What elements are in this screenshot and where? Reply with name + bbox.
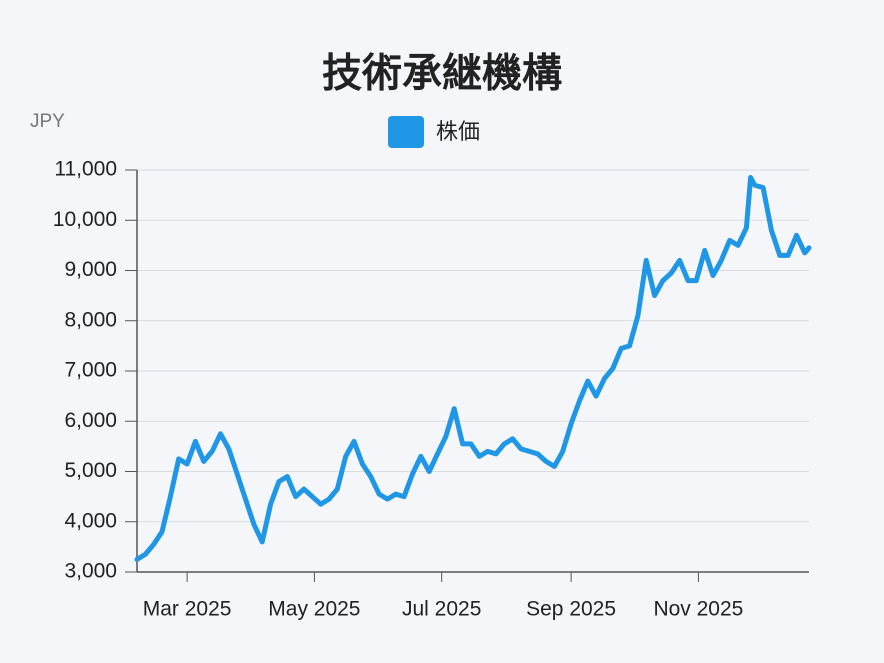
y-tick-label: 6,000	[64, 409, 117, 432]
chart-title: 技術承継機構	[322, 52, 562, 96]
y-tick-label: 4,000	[64, 509, 117, 532]
y-axis-label: JPY	[30, 111, 65, 132]
y-tick-label: 7,000	[64, 359, 117, 382]
x-tick-label: May 2025	[268, 598, 360, 621]
y-tick-label: 9,000	[64, 258, 117, 281]
y-tick-label: 10,000	[53, 208, 117, 231]
x-tick-label: Sep 2025	[526, 598, 616, 621]
x-tick-label: Mar 2025	[143, 598, 232, 621]
price-line	[134, 175, 812, 562]
legend-swatch	[388, 116, 424, 148]
x-tick-label: Nov 2025	[653, 598, 743, 621]
y-tick-label: 11,000	[54, 158, 117, 181]
legend-label: 株価	[436, 119, 480, 144]
y-tick-label: 5,000	[64, 459, 117, 482]
x-tick-label: Jul 2025	[402, 598, 481, 621]
y-tick-label: 3,000	[64, 560, 117, 583]
y-tick-label: 8,000	[64, 308, 117, 331]
